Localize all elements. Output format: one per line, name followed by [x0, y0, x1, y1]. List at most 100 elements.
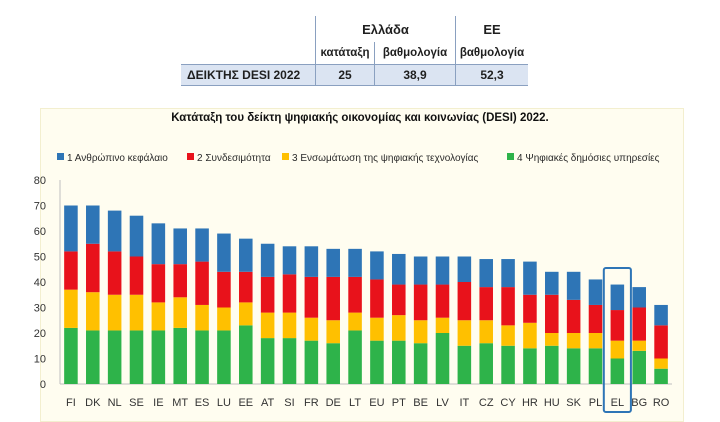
x-tick-label: FR	[304, 397, 319, 409]
bar-segment-lt	[348, 330, 362, 384]
bar-segment-ee	[239, 271, 253, 303]
x-tick-label: IT	[459, 397, 469, 409]
bar-segment-fi	[64, 205, 78, 252]
bar-segment-at	[260, 312, 275, 339]
bar-segment-pt	[392, 284, 406, 316]
legend-label: 3 Ενσωμάτωση της ψηφιακής τεχνολογίας	[292, 153, 479, 164]
bar-segment-el	[610, 358, 625, 384]
y-tick-label: 0	[40, 379, 46, 391]
bar-segment-se	[129, 330, 144, 384]
bar-segment-el	[610, 310, 625, 341]
bar-segment-dk	[86, 205, 100, 244]
y-tick-label: 40	[34, 277, 46, 289]
bar-segment-ro	[654, 358, 668, 369]
bar-segment-nl	[107, 210, 122, 252]
bar-segment-pl	[588, 333, 603, 349]
bar-segment-sk	[566, 348, 581, 384]
bar-segment-dk	[86, 243, 100, 293]
bar-segment-cz	[479, 287, 493, 321]
bar-segment-ie	[151, 223, 166, 265]
bar-segment-pt	[392, 253, 406, 285]
chart-title: Κατάταξη του δείκτη ψηφιακής οικονομίας …	[171, 112, 549, 124]
x-tick-label: HR	[522, 397, 538, 409]
bar-segment-el	[610, 340, 625, 359]
bar-segment-hr	[523, 261, 537, 295]
x-tick-label: SE	[129, 397, 144, 409]
bar-segment-ro	[654, 368, 668, 384]
bar-segment-ee	[239, 302, 253, 326]
bar-segment-dk	[86, 292, 100, 331]
bar-segment-es	[195, 330, 209, 384]
legend-label: 4 Ψηφιακές δημόσιες υπηρεσίες	[517, 153, 660, 164]
x-tick-label: NL	[108, 397, 122, 409]
bar-segment-it	[457, 282, 472, 321]
bar-segment-se	[129, 294, 144, 331]
x-tick-label: LT	[349, 397, 361, 409]
bar-segment-es	[195, 261, 209, 305]
bar-segment-fr	[304, 246, 319, 277]
legend-swatch	[282, 153, 289, 160]
x-tick-label: DE	[326, 397, 341, 409]
y-tick-label: 20	[34, 328, 46, 340]
x-tick-label: FI	[66, 397, 76, 409]
score-subheader: βαθμολογία	[374, 42, 456, 65]
x-tick-label: BE	[413, 397, 428, 409]
x-tick-label: CZ	[479, 397, 494, 409]
greece-score-value: 38,9	[374, 64, 456, 86]
desi-row-label: ΔΕΙΚΤΗΣ DESI 2022	[181, 64, 316, 86]
bar-segment-hu	[545, 333, 559, 346]
bar-segment-cz	[479, 343, 493, 384]
bar-segment-pl	[588, 348, 603, 384]
bar-segment-ee	[239, 325, 253, 384]
x-tick-label: LV	[436, 397, 449, 409]
bar-segment-cy	[501, 325, 515, 346]
bar-segment-it	[457, 320, 472, 346]
bar-segment-lt	[348, 248, 362, 277]
x-tick-label: PL	[589, 397, 602, 409]
eu-header: ΕΕ	[455, 16, 528, 42]
legend-item-connectivity: 2 Συνδεσιμότητα	[187, 153, 271, 164]
bar-segment-bg	[632, 287, 646, 308]
x-tick-label: SK	[566, 397, 581, 409]
bar-segment-lu	[217, 307, 231, 331]
bar-segment-be	[413, 320, 428, 344]
bar-segment-hr	[523, 294, 537, 323]
x-tick-label: EU	[369, 397, 384, 409]
bar-segment-ro	[654, 304, 668, 326]
bar-segment-mt	[173, 264, 187, 298]
legend-item-public-services: 4 Ψηφιακές δημόσιες υπηρεσίες	[507, 153, 659, 164]
bar-segment-bg	[632, 340, 646, 351]
x-tick-label: ES	[195, 397, 210, 409]
eu-score-subheader: βαθμολογία	[455, 42, 528, 65]
y-tick-label: 80	[34, 175, 46, 187]
bar-segment-eu	[370, 317, 384, 341]
bar-segment-ie	[151, 264, 166, 303]
bar-segment-hu	[545, 345, 559, 384]
bar-segment-fr	[304, 317, 319, 341]
bar-segment-fi	[64, 251, 78, 290]
bar-segment-ee	[239, 238, 253, 272]
bar-segment-hu	[545, 294, 559, 333]
bar-segment-nl	[107, 294, 122, 331]
bar-segment-at	[260, 338, 275, 384]
x-tick-label: RO	[653, 397, 670, 409]
bar-segment-lv	[435, 256, 450, 285]
y-tick-label: 10	[34, 354, 46, 366]
bar-segment-at	[260, 243, 275, 277]
legend-swatch	[507, 153, 514, 160]
bar-segment-lv	[435, 284, 450, 318]
bar-segment-pl	[588, 279, 603, 305]
bar-segment-fr	[304, 340, 319, 384]
summary-table: Ελλάδα ΕΕ κατάταξη βαθμολογία βαθμολογία…	[181, 16, 528, 86]
x-tick-label: EE	[238, 397, 253, 409]
x-tick-label: LU	[217, 397, 231, 409]
bar-segment-eu	[370, 251, 384, 280]
bar-segment-de	[326, 276, 340, 321]
bar-segment-bg	[632, 350, 646, 384]
bar-segment-lt	[348, 276, 362, 313]
bar-segment-cy	[501, 287, 515, 326]
bar-segment-ro	[654, 325, 668, 359]
bar-segment-be	[413, 343, 428, 384]
y-tick-label: 50	[34, 252, 46, 264]
